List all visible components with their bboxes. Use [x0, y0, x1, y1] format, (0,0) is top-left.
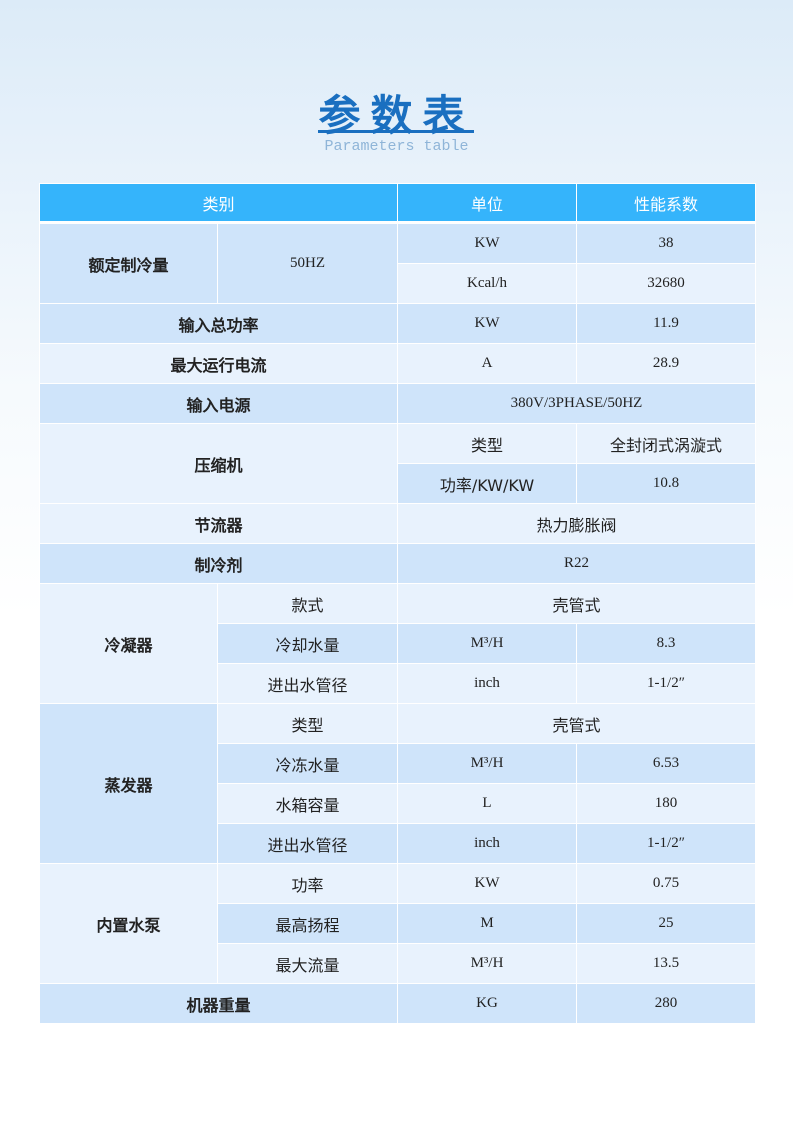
table-cell: 输入总功率: [40, 304, 398, 343]
table-cell: 冷凝器: [40, 584, 217, 703]
table-cell: 1-1/2″: [577, 664, 756, 703]
column-header: 类别: [40, 184, 398, 223]
table-row: 冷冻水量 M³/H 6.53: [40, 744, 756, 783]
table-row: 制冷剂 R22: [40, 544, 756, 583]
table-cell: 蒸发器: [40, 704, 217, 863]
table-cell: 功率: [218, 864, 398, 903]
table-cell: 0.75: [577, 864, 756, 903]
table-cell: 38: [577, 224, 756, 263]
table-row: 压缩机 类型 全封闭式涡漩式: [40, 424, 756, 503]
table-cell: R22: [398, 544, 756, 583]
table-cell: KW: [398, 224, 577, 263]
table-cell: 内置水泵: [40, 864, 217, 983]
table-row: 进出水管径 inch 1-1/2″: [40, 824, 756, 863]
table-row: 功率/KW/KW 10.8: [40, 464, 756, 503]
table-cell: 进出水管径: [218, 824, 398, 863]
table-row: 机器重量 KG 280: [40, 984, 756, 1023]
table-header-row: 类别 单位 性能系数: [40, 184, 756, 223]
table-cell: KW: [398, 864, 577, 903]
table-cell: Kcal/h: [398, 264, 577, 303]
table-cell: 11.9: [577, 304, 756, 343]
table-cell: 款式: [218, 584, 398, 623]
table-cell: M³/H: [398, 624, 577, 663]
table-cell: 32680: [577, 264, 756, 303]
table-cell: KG: [398, 984, 577, 1023]
table-row: 最大流量 M³/H 13.5: [40, 944, 756, 983]
table-cell: A: [398, 344, 577, 383]
page-subtitle: Parameters table: [324, 138, 469, 155]
table-cell: KW: [398, 304, 577, 343]
table-row: 最高扬程 M 25: [40, 904, 756, 943]
table-cell: 380V/3PHASE/50HZ: [398, 384, 756, 423]
table-row: 水箱容量 L 180: [40, 784, 756, 823]
table-cell: 6.53: [577, 744, 756, 783]
table-cell: 额定制冷量: [40, 224, 217, 303]
parameters-table: 类别 单位 性能系数 额定制冷量 50HZ KW 38 Kcal/h 32680 输入总功率 KW…: [39, 183, 757, 1024]
title-underline: [318, 130, 474, 133]
table-cell: 热力膨胀阀: [398, 504, 756, 543]
table-cell: 输入电源: [40, 384, 398, 423]
table-cell: inch: [398, 824, 577, 863]
table-row: 额定制冷量 50HZ KW 38: [40, 224, 756, 303]
table-cell: 180: [577, 784, 756, 823]
page-title: 参数表: [318, 91, 475, 140]
table-cell: inch: [398, 664, 577, 703]
table-row: 输入电源 380V/3PHASE/50HZ: [40, 384, 756, 423]
table-cell: 最高扬程: [218, 904, 398, 943]
table-row: 蒸发器 类型 壳管式: [40, 704, 756, 863]
table-cell: 节流器: [40, 504, 398, 543]
table-cell: 25: [577, 904, 756, 943]
table-row: 输入总功率 KW 11.9: [40, 304, 756, 343]
table-cell: 28.9: [577, 344, 756, 383]
table-cell: 10.8: [577, 464, 756, 503]
table-cell: L: [398, 784, 577, 823]
table-cell: 水箱容量: [218, 784, 398, 823]
table-cell: 类型: [218, 704, 398, 743]
table-cell: 280: [577, 984, 756, 1023]
table-cell: 8.3: [577, 624, 756, 663]
table-row: Kcal/h 32680: [40, 264, 756, 303]
table-cell: 最大运行电流: [40, 344, 398, 383]
table-row: 冷凝器 款式 壳管式: [40, 584, 756, 703]
table-cell: 1-1/2″: [577, 824, 756, 863]
table-row: 最大运行电流 A 28.9: [40, 344, 756, 383]
table-row: 进出水管径 inch 1-1/2″: [40, 664, 756, 703]
table-cell: 压缩机: [40, 424, 398, 503]
table-row: 内置水泵 功率 KW 0.75: [40, 864, 756, 983]
table-cell: 功率/KW/KW: [398, 464, 577, 503]
column-header: 单位: [398, 184, 577, 223]
table-cell: 壳管式: [398, 704, 756, 743]
table-cell: 50HZ: [218, 224, 398, 303]
table-cell: 进出水管径: [218, 664, 398, 703]
table-row: 节流器 热力膨胀阀: [40, 504, 756, 543]
table-cell: M³/H: [398, 944, 577, 983]
table-cell: 全封闭式涡漩式: [577, 424, 756, 463]
table-cell: 冷却水量: [218, 624, 398, 663]
table-cell: M³/H: [398, 744, 577, 783]
table-cell: 制冷剂: [40, 544, 398, 583]
table-cell: 13.5: [577, 944, 756, 983]
column-header: 性能系数: [577, 184, 756, 223]
table-cell: 壳管式: [398, 584, 756, 623]
table-cell: M: [398, 904, 577, 943]
table-cell: 类型: [398, 424, 577, 463]
table-cell: 机器重量: [40, 984, 398, 1023]
table-row: 冷却水量 M³/H 8.3: [40, 624, 756, 663]
table-cell: 最大流量: [218, 944, 398, 983]
table-cell: 冷冻水量: [218, 744, 398, 783]
